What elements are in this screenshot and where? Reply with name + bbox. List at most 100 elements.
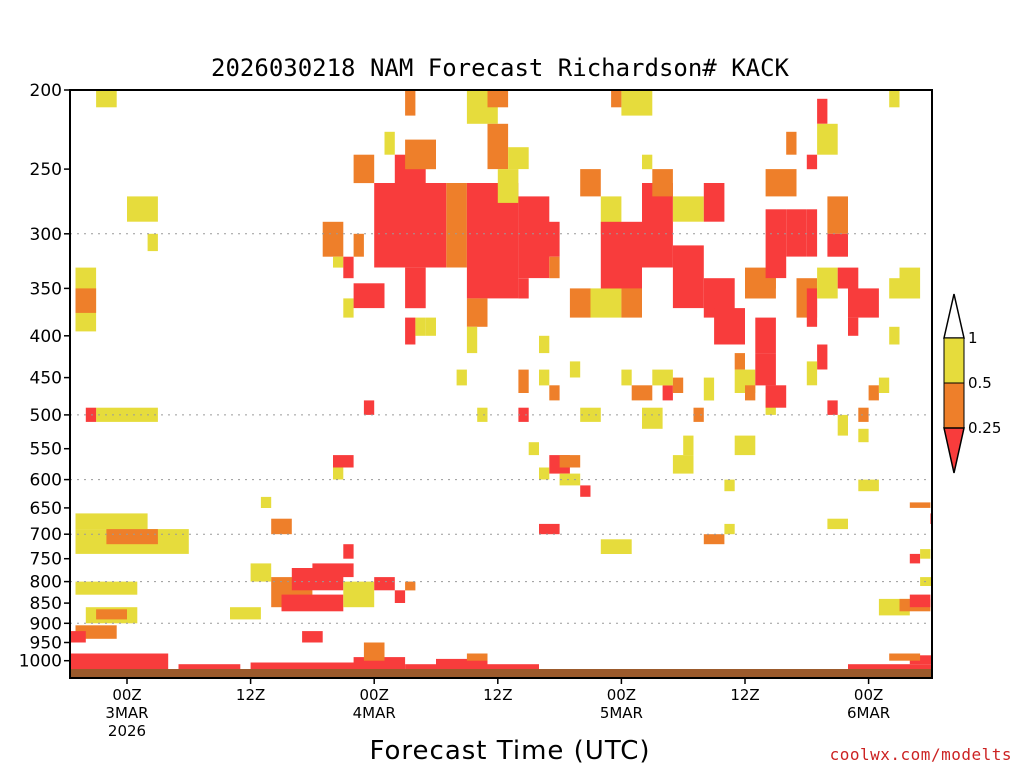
y-tick-label: 950 xyxy=(30,634,62,654)
ri-cell-orange xyxy=(631,385,653,401)
ri-cell-orange xyxy=(868,385,879,401)
y-tick-label: 700 xyxy=(30,525,62,545)
x-tick-label: 6MAR xyxy=(847,704,890,722)
ri-cell-yellow xyxy=(250,563,272,582)
ri-cell-red xyxy=(343,256,354,279)
ri-cell-yellow xyxy=(889,90,900,108)
ri-cell-yellow xyxy=(333,256,344,268)
ri-cell-red xyxy=(70,631,86,643)
ri-cell-yellow xyxy=(600,539,632,554)
ri-cell-orange xyxy=(466,653,488,661)
legend-arrow-top xyxy=(943,293,965,339)
x-tick-label: 00Z xyxy=(607,686,636,704)
ri-cell-orange xyxy=(745,385,756,401)
x-tick-label: 12Z xyxy=(483,686,512,704)
ri-cell-orange xyxy=(672,377,684,393)
ri-cell-yellow xyxy=(539,335,550,354)
x-tick-label: 2026 xyxy=(108,722,146,740)
ri-cell-yellow xyxy=(734,435,756,456)
ri-cell-red xyxy=(786,209,807,257)
ri-cell-red xyxy=(765,209,787,279)
ri-cell-red xyxy=(487,664,539,672)
ri-cell-red xyxy=(70,653,169,673)
ri-cell-yellow xyxy=(569,361,581,378)
ri-cell-yellow xyxy=(878,377,890,393)
ri-cell-red xyxy=(642,183,673,268)
ri-cell-orange xyxy=(75,288,97,313)
x-tick-label: 00Z xyxy=(854,686,883,704)
ri-cell-yellow xyxy=(827,518,848,530)
ri-cell-yellow xyxy=(920,577,932,586)
ri-cell-orange xyxy=(487,90,509,108)
ri-cell-red xyxy=(374,183,447,268)
legend-bin-orange xyxy=(943,382,965,429)
ri-cell-orange xyxy=(549,385,560,401)
ri-cell-red xyxy=(374,577,395,591)
ri-cell-yellow xyxy=(497,169,519,203)
ri-cell-orange xyxy=(446,183,467,268)
ri-cell-yellow xyxy=(683,435,694,456)
ri-cell-yellow xyxy=(724,479,735,492)
y-tick-label: 850 xyxy=(30,594,62,614)
ri-cell-orange xyxy=(353,233,364,257)
ri-cell-red xyxy=(363,400,375,415)
y-tick-label: 800 xyxy=(30,573,62,593)
chart-title: 2026030218 NAM Forecast Richardson# KACK xyxy=(211,54,790,82)
ri-cell-red xyxy=(817,344,828,370)
ri-cell-yellow xyxy=(858,428,869,443)
ri-cell-red xyxy=(827,400,838,415)
ri-cell-yellow xyxy=(260,496,272,508)
y-tick-label: 900 xyxy=(30,614,62,634)
x-tick-label: 00Z xyxy=(112,686,141,704)
ri-cell-yellow xyxy=(415,317,426,336)
ri-cell-yellow xyxy=(127,196,158,222)
ri-cell-yellow xyxy=(817,267,838,299)
ri-cell-yellow xyxy=(580,407,601,422)
ri-cell-yellow xyxy=(672,196,704,222)
y-tick-label: 500 xyxy=(30,406,62,426)
y-tick-label: 450 xyxy=(30,369,62,389)
ri-cell-orange xyxy=(466,298,488,327)
ri-cell-red xyxy=(85,407,97,422)
ri-cell-orange xyxy=(693,407,704,422)
ri-cell-red xyxy=(178,664,241,672)
ri-cell-red xyxy=(817,98,828,124)
legend-label: 0.25 xyxy=(968,419,1001,437)
ri-cell-orange xyxy=(580,169,601,197)
ri-cell-orange xyxy=(559,455,581,468)
ri-cell-yellow xyxy=(75,581,138,595)
ri-cell-yellow xyxy=(343,298,354,318)
ri-cell-orange xyxy=(786,131,797,155)
ri-cell-yellow xyxy=(230,607,261,620)
ri-cell-red xyxy=(755,353,776,386)
ri-cell-red xyxy=(312,563,354,578)
ri-cell-red xyxy=(353,657,406,673)
legend-label: 1 xyxy=(968,329,978,347)
ri-cell-yellow xyxy=(456,369,467,386)
ri-cell-yellow xyxy=(817,123,838,155)
ri-cell-red xyxy=(518,407,529,422)
ri-cell-orange xyxy=(405,139,436,170)
y-tick-label: 350 xyxy=(30,279,62,299)
legend-label: 0.5 xyxy=(968,374,992,392)
ri-cell-red xyxy=(302,631,323,643)
ri-cell-red xyxy=(436,658,488,672)
ri-cell-red xyxy=(333,455,354,468)
ri-cell-red xyxy=(600,221,642,289)
x-axis-title: Forecast Time (UTC) xyxy=(369,736,650,766)
ri-cell-red xyxy=(848,288,879,318)
ri-cell-red xyxy=(250,662,364,673)
legend-bin-yellow xyxy=(943,337,965,384)
ri-cell-yellow xyxy=(559,473,581,486)
ri-cell-orange xyxy=(353,154,375,184)
ri-cell-orange xyxy=(487,123,509,170)
ri-cell-yellow xyxy=(425,317,436,336)
ri-cell-orange xyxy=(858,407,869,422)
ri-cell-red xyxy=(909,655,932,665)
y-tick-label: 750 xyxy=(30,550,62,570)
ri-cell-yellow xyxy=(508,147,529,170)
ri-cell-yellow xyxy=(858,479,879,492)
plot-frame xyxy=(69,89,933,679)
